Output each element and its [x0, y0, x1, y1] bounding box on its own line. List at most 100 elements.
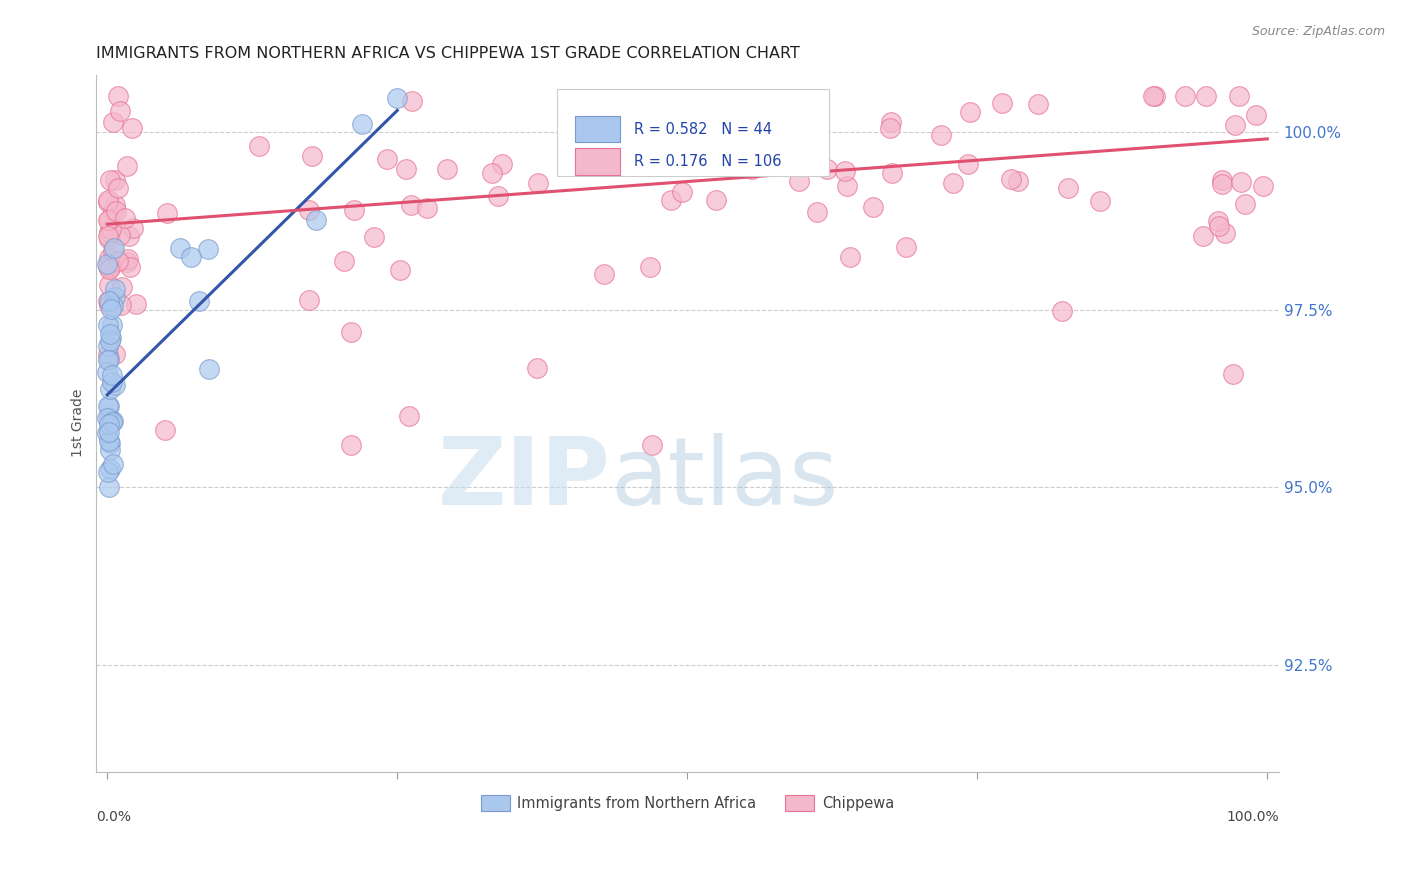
Point — [526, 360, 548, 375]
Point — [894, 240, 917, 254]
Point — [98, 261, 121, 276]
Point — [108, 227, 131, 242]
Point — [97, 251, 120, 265]
Point — [340, 437, 363, 451]
Point — [100, 301, 122, 316]
Point — [929, 128, 952, 142]
Point — [375, 152, 398, 166]
Point — [787, 174, 810, 188]
Point — [1007, 174, 1029, 188]
Point — [1144, 89, 1167, 103]
Point — [104, 203, 127, 218]
Point — [879, 120, 901, 135]
Point — [97, 480, 120, 494]
Point — [298, 203, 321, 218]
Point — [387, 91, 409, 105]
Point — [98, 261, 121, 276]
Point — [839, 250, 862, 264]
Point — [97, 194, 120, 209]
Point — [97, 213, 120, 227]
Point — [98, 443, 121, 458]
Bar — [575, 148, 620, 175]
Point — [97, 232, 120, 246]
Point — [107, 89, 129, 103]
Point — [436, 162, 458, 177]
Point — [661, 194, 683, 208]
Point — [156, 206, 179, 220]
Point — [104, 290, 127, 304]
Point — [101, 458, 124, 472]
Point — [1246, 108, 1268, 122]
Point — [98, 410, 121, 425]
Point — [188, 293, 211, 308]
Point — [1057, 181, 1080, 195]
Point — [401, 94, 423, 108]
Point — [98, 436, 121, 450]
Point — [98, 425, 121, 439]
Point — [741, 161, 763, 176]
Point — [104, 172, 127, 186]
Point — [197, 361, 219, 376]
Point — [108, 103, 131, 118]
Point — [301, 149, 323, 163]
Point — [98, 334, 121, 348]
Point — [1213, 227, 1236, 241]
Point — [97, 466, 120, 480]
Point — [1026, 96, 1049, 111]
Point — [101, 414, 124, 428]
Point — [124, 297, 146, 311]
Point — [340, 325, 363, 339]
Point — [1174, 89, 1197, 103]
Point — [481, 166, 503, 180]
Point — [880, 166, 903, 180]
Point — [738, 142, 761, 156]
Text: atlas: atlas — [610, 433, 838, 525]
Point — [101, 368, 124, 383]
Point — [96, 257, 118, 271]
Point — [491, 157, 513, 171]
Point — [97, 294, 120, 309]
Point — [1142, 89, 1164, 103]
Point — [104, 347, 127, 361]
Point — [1000, 172, 1022, 186]
Point — [97, 213, 120, 227]
Point — [959, 105, 981, 120]
Point — [169, 241, 191, 255]
Point — [1227, 89, 1250, 103]
Point — [107, 180, 129, 194]
Bar — [575, 116, 620, 143]
Point — [333, 253, 356, 268]
Point — [942, 177, 965, 191]
Point — [100, 318, 122, 332]
Point — [593, 267, 616, 281]
Text: 0.0%: 0.0% — [96, 810, 131, 824]
Point — [98, 417, 121, 432]
Point — [862, 200, 884, 214]
Point — [111, 280, 134, 294]
Text: IMMIGRANTS FROM NORTHERN AFRICA VS CHIPPEWA 1ST GRADE CORRELATION CHART: IMMIGRANTS FROM NORTHERN AFRICA VS CHIPP… — [96, 46, 800, 62]
Point — [1223, 118, 1246, 132]
Point — [100, 331, 122, 345]
Point — [115, 255, 138, 269]
Point — [399, 197, 422, 211]
Point — [97, 293, 120, 308]
Point — [1251, 179, 1274, 194]
Point — [98, 462, 121, 476]
Point — [98, 399, 121, 413]
Point — [103, 244, 125, 259]
Point — [641, 437, 664, 451]
Point — [98, 327, 121, 342]
Point — [122, 221, 145, 235]
Point — [1230, 175, 1253, 189]
Point — [104, 377, 127, 392]
Point — [486, 189, 509, 203]
Point — [96, 410, 118, 425]
Point — [104, 282, 127, 296]
Point — [98, 173, 121, 187]
Point — [342, 202, 364, 217]
Point — [115, 159, 138, 173]
FancyBboxPatch shape — [557, 89, 830, 176]
Point — [394, 161, 416, 176]
Point — [1208, 219, 1230, 233]
Text: Source: ZipAtlas.com: Source: ZipAtlas.com — [1251, 25, 1385, 38]
